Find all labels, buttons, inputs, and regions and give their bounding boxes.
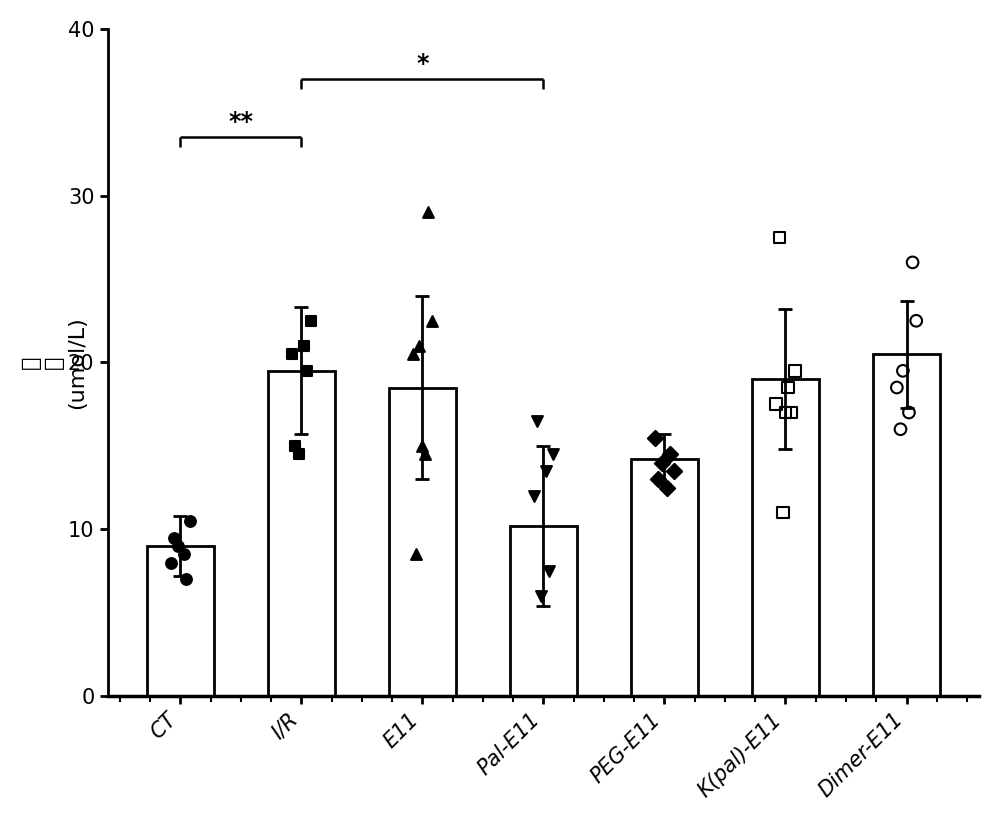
Point — [784, 406, 800, 419]
Point — [417, 448, 433, 461]
Point — [178, 573, 194, 586]
Point — [647, 431, 663, 444]
Point — [666, 464, 682, 478]
Point — [163, 556, 179, 570]
Point — [287, 439, 303, 452]
Point — [182, 515, 198, 528]
Point — [901, 406, 917, 419]
Point — [526, 489, 542, 502]
Text: *: * — [416, 52, 429, 76]
Point — [303, 314, 319, 327]
Point — [780, 381, 796, 394]
Point — [787, 364, 803, 377]
Point — [405, 348, 421, 361]
Point — [654, 456, 670, 469]
Bar — [268, 371, 335, 696]
Point — [538, 464, 554, 478]
Bar — [631, 459, 698, 696]
Point — [650, 473, 666, 486]
Point — [411, 339, 427, 353]
Bar — [389, 387, 456, 696]
Point — [420, 206, 436, 219]
Point — [908, 314, 924, 327]
Point — [176, 547, 192, 561]
Bar — [510, 526, 577, 696]
Point — [166, 531, 182, 544]
Point — [291, 448, 307, 461]
Point — [889, 381, 905, 394]
Point — [414, 439, 430, 452]
Point — [545, 448, 561, 461]
Bar — [147, 546, 214, 696]
Point — [533, 589, 549, 603]
Text: **: ** — [228, 110, 253, 134]
Point — [541, 565, 557, 578]
Y-axis label: 肌
酉
(umol/L): 肌 酉 (umol/L) — [21, 316, 87, 409]
Point — [296, 339, 312, 353]
Point — [659, 481, 675, 494]
Point — [299, 364, 315, 377]
Point — [529, 414, 545, 427]
Point — [408, 547, 424, 561]
Point — [775, 506, 791, 520]
Point — [662, 448, 678, 461]
Bar — [752, 379, 819, 696]
Point — [777, 406, 793, 419]
Point — [284, 348, 300, 361]
Point — [895, 364, 911, 377]
Point — [771, 231, 787, 244]
Point — [905, 256, 921, 269]
Point — [768, 398, 784, 411]
Point — [892, 423, 908, 436]
Bar — [873, 354, 940, 696]
Point — [424, 314, 440, 327]
Point — [170, 539, 186, 552]
